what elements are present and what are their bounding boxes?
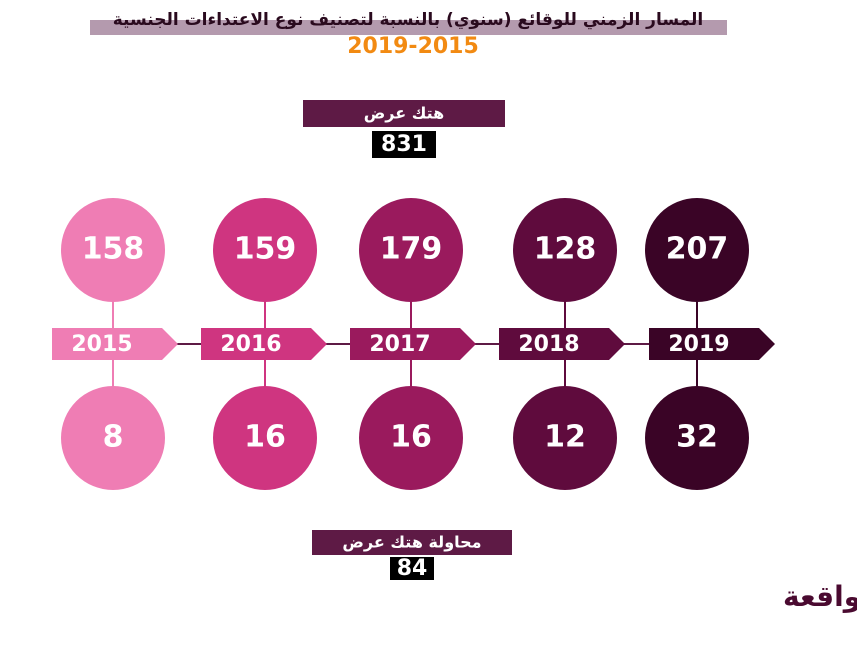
top-total-box — [372, 131, 436, 158]
bottom-circle — [213, 386, 317, 490]
top-circle — [513, 198, 617, 302]
bottom-circle — [513, 386, 617, 490]
top-value: 179 — [380, 232, 443, 267]
year-arrow — [201, 328, 327, 360]
year-label: 2017 — [369, 332, 430, 357]
top-value: 128 — [534, 232, 597, 267]
bottom-total: 84 — [397, 556, 428, 581]
bottom-label: محاولة هتك عرض — [342, 533, 481, 552]
top-circle — [645, 198, 749, 302]
top-value: 207 — [666, 232, 729, 267]
top-circle — [213, 198, 317, 302]
year-arrow — [649, 328, 775, 360]
year-arrow — [499, 328, 625, 360]
bottom-circle — [61, 386, 165, 490]
bottom-value: 8 — [103, 420, 124, 455]
year-label: 2018 — [518, 332, 579, 357]
title: المسار الزمني للوقائع (سنوي) بالنسبة لتص… — [113, 10, 704, 30]
title-band — [90, 20, 727, 35]
bottom-value: 16 — [244, 420, 286, 455]
top-label: هتك عرض — [364, 104, 445, 123]
bottom-value: 32 — [676, 420, 718, 455]
bottom-total-box — [390, 557, 434, 580]
top-label-box — [303, 100, 505, 127]
top-value: 158 — [82, 232, 145, 267]
top-value: 159 — [234, 232, 297, 267]
bottom-circle — [645, 386, 749, 490]
subtitle: 2019-2015 — [347, 34, 479, 59]
year-label: 2019 — [668, 332, 729, 357]
year-label: 2016 — [220, 332, 281, 357]
bottom-label-box — [312, 530, 512, 555]
grand-total: الاجمالي 915 واقعة — [783, 580, 857, 613]
year-label: 2015 — [71, 332, 132, 357]
year-arrow — [350, 328, 476, 360]
bottom-circle — [359, 386, 463, 490]
bottom-value: 16 — [390, 420, 432, 455]
top-circle — [61, 198, 165, 302]
year-arrow — [52, 328, 178, 360]
bottom-value: 12 — [544, 420, 586, 455]
top-circle — [359, 198, 463, 302]
top-total: 831 — [381, 132, 427, 157]
